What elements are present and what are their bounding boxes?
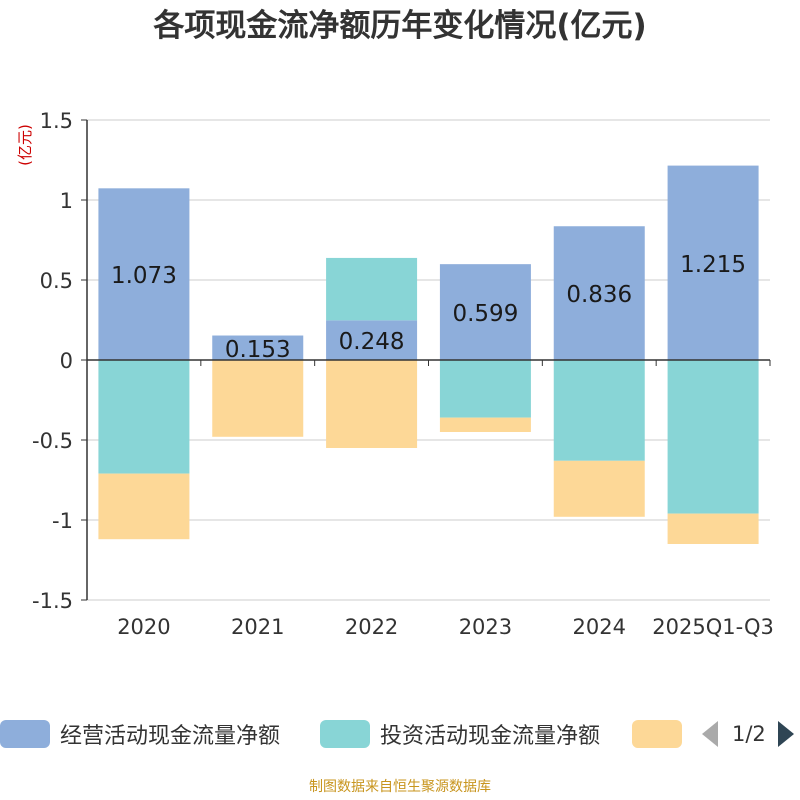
- y-tick-label: 1.5: [40, 109, 73, 133]
- x-tick-label: 2024: [573, 615, 626, 639]
- bar-segment[interactable]: [667, 360, 759, 514]
- bar-segment[interactable]: [439, 264, 531, 360]
- bar-segment[interactable]: [553, 360, 645, 461]
- bar-segment[interactable]: [98, 188, 190, 360]
- legend-label-operating: 经营活动现金流量净额: [60, 724, 281, 749]
- data-labels: 1.073 0.153 0.248 0.599 0.836 1.215: [111, 252, 746, 363]
- y-tick-label: -1: [52, 509, 73, 533]
- x-tick-label: 2025Q1-Q3: [652, 615, 774, 639]
- bar-segment[interactable]: [212, 360, 304, 437]
- legend-swatch-investing: [320, 720, 370, 748]
- x-tick-label: 2023: [459, 615, 512, 639]
- bar-segment[interactable]: [553, 226, 645, 360]
- bar-data-label: 0.153: [225, 337, 291, 363]
- bar-segment[interactable]: [98, 360, 190, 474]
- bar-data-label: 0.248: [339, 329, 405, 355]
- chart-title: 各项现金流净额历年变化情况(亿元): [152, 8, 646, 44]
- bar-segment[interactable]: [439, 360, 531, 418]
- legend-item-financing[interactable]: [632, 720, 692, 748]
- triangle-right-icon[interactable]: [777, 721, 794, 747]
- y-tick-label: 1: [60, 189, 73, 213]
- bar-segment[interactable]: [98, 473, 190, 540]
- x-tick-label: 2020: [117, 615, 170, 639]
- legend-page-indicator: 1/2: [732, 722, 766, 746]
- bar-segment[interactable]: [326, 320, 418, 360]
- y-tick-label: -0.5: [32, 429, 73, 453]
- axes: 1.5 1 0.5 0 -0.5 -1 -1.5 2020 2021 2022 2023 2024 20…: [32, 109, 774, 639]
- chart-area: 各项现金流净额历年变化情况(亿元) (亿元) 1.5 1 0.5 0 -0.5 -1 -1.…: [16, 8, 774, 639]
- legend-item-investing[interactable]: 投资活动现金流量净额: [320, 720, 601, 749]
- bar-data-label: 1.073: [111, 263, 177, 289]
- legend-label-investing: 投资活动现金流量净额: [380, 724, 601, 749]
- bar-segment[interactable]: [439, 417, 531, 432]
- bar-segment[interactable]: [667, 165, 759, 360]
- y-tick-label: -1.5: [32, 589, 73, 613]
- legend: 经营活动现金流量净额 投资活动现金流量净额 1/2: [0, 716, 800, 752]
- y-axis-unit-label: (亿元): [16, 124, 34, 166]
- legend-swatch-financing: [632, 720, 682, 748]
- triangle-left-icon[interactable]: [702, 721, 718, 747]
- bar-data-label: 1.215: [680, 252, 746, 278]
- bar-segment[interactable]: [326, 257, 418, 321]
- bar-data-label: 0.836: [566, 282, 632, 308]
- legend-pager: 1/2: [702, 720, 794, 748]
- bars: [98, 165, 759, 544]
- bar-segment[interactable]: [212, 335, 304, 360]
- x-tick-label: 2021: [231, 615, 284, 639]
- bar-data-label: 0.599: [452, 301, 518, 327]
- y-tick-label: 0.5: [40, 269, 73, 293]
- bar-segment[interactable]: [326, 360, 418, 448]
- data-source-note: 制图数据来自恒生聚源数据库: [309, 779, 491, 795]
- y-tick-label: 0: [60, 349, 73, 373]
- legend-swatch-operating: [0, 720, 50, 748]
- bar-segment[interactable]: [667, 513, 759, 544]
- bar-segment[interactable]: [553, 460, 645, 517]
- legend-item-operating[interactable]: 经营活动现金流量净额: [0, 720, 281, 749]
- x-tick-label: 2022: [345, 615, 398, 639]
